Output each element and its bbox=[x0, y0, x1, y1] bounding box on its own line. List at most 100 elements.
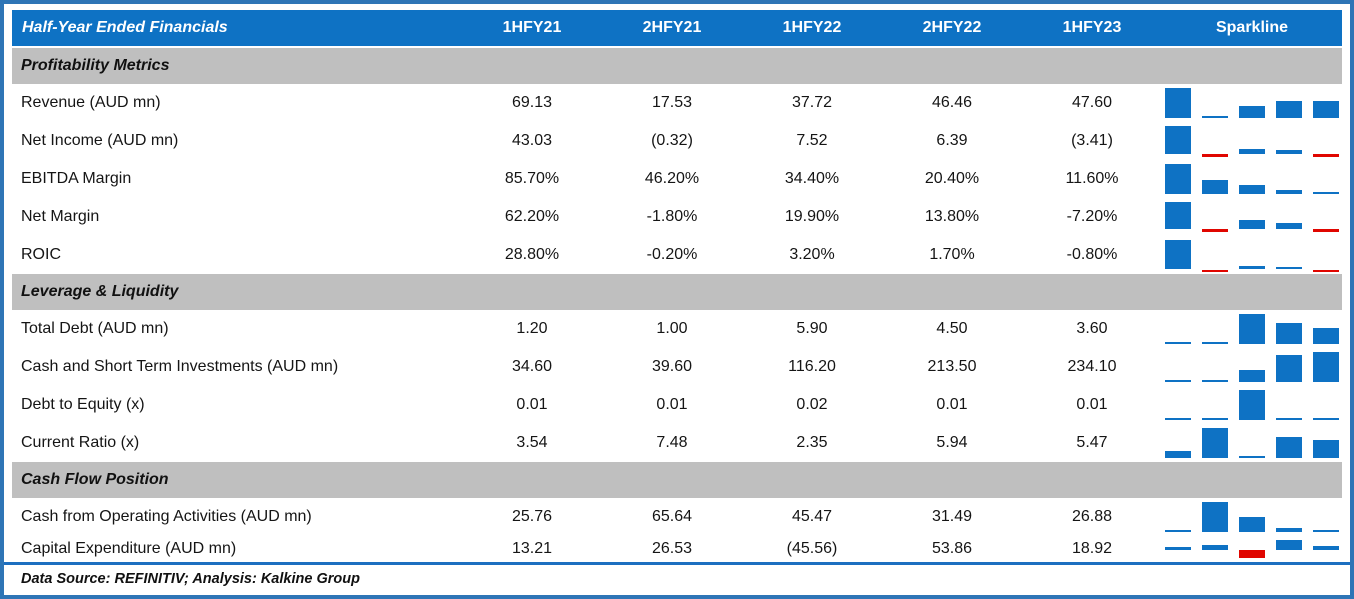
value-cash-and-short-term-investments-aud-mn-1hfy22: 116.20 bbox=[788, 358, 836, 375]
sparkline-chart bbox=[1165, 352, 1339, 382]
sparkline-cell bbox=[1162, 498, 1342, 536]
value-capital-expenditure-aud-mn-1hfy22: (45.56) bbox=[786, 540, 838, 557]
sparkline-bar bbox=[1276, 527, 1302, 532]
row-label: Current Ratio (x) bbox=[21, 434, 140, 451]
sparkline-bar bbox=[1276, 101, 1302, 118]
table-row-cash-from-operating-activities-aud-mn: Cash from Operating Activities (AUD mn) 2… bbox=[12, 498, 1342, 536]
value-roic-1hfy21: 28.80% bbox=[504, 246, 560, 263]
value-current-ratio-x-2hfy22: 5.94 bbox=[936, 434, 968, 451]
row-label: Capital Expenditure (AUD mn) bbox=[21, 540, 237, 557]
sparkline-bar bbox=[1165, 164, 1191, 194]
value-cash-from-operating-activities-aud-mn-1hfy23: 26.88 bbox=[1071, 508, 1113, 525]
value-revenue-aud-mn-2hfy21: 17.53 bbox=[651, 94, 693, 111]
value-capital-expenditure-aud-mn-2hfy21: 26.53 bbox=[651, 540, 693, 557]
sparkline-bar bbox=[1165, 88, 1191, 118]
value-net-margin-2hfy21: -1.80% bbox=[646, 208, 698, 225]
table-row-revenue-aud-mn: Revenue (AUD mn) 69.13 17.53 37.72 46.46 47.6… bbox=[12, 84, 1342, 122]
value-debt-to-equity-x-1hfy23: 0.01 bbox=[1076, 396, 1108, 413]
sparkline-bar bbox=[1276, 266, 1302, 270]
sparkline-bar-negative bbox=[1313, 154, 1339, 157]
value-debt-to-equity-x-2hfy22: 0.01 bbox=[936, 396, 968, 413]
sparkline-bar bbox=[1202, 428, 1228, 458]
sparkline-cell bbox=[1162, 386, 1342, 424]
row-label: Debt to Equity (x) bbox=[21, 396, 145, 413]
section-header-profitability-metrics: Profitability Metrics bbox=[12, 48, 1342, 84]
sparkline-bar bbox=[1313, 191, 1339, 194]
sparkline-chart bbox=[1165, 540, 1339, 559]
row-label: Total Debt (AUD mn) bbox=[21, 320, 169, 337]
value-current-ratio-x-1hfy22: 2.35 bbox=[796, 434, 828, 451]
value-debt-to-equity-x-2hfy21: 0.01 bbox=[656, 396, 688, 413]
row-label: Net Income (AUD mn) bbox=[21, 132, 179, 149]
sparkline-bar bbox=[1276, 355, 1302, 382]
value-current-ratio-x-1hfy23: 5.47 bbox=[1076, 434, 1108, 451]
sparkline-bar bbox=[1165, 451, 1191, 458]
sparkline-bar bbox=[1239, 314, 1265, 344]
table-row-capital-expenditure-aud-mn: Capital Expenditure (AUD mn) 13.21 26.53 (4… bbox=[12, 536, 1342, 562]
sparkline-cell bbox=[1162, 236, 1342, 274]
sparkline-bar bbox=[1276, 322, 1302, 344]
sparkline-cell bbox=[1162, 84, 1342, 122]
column-header-sparkline: Sparkline bbox=[1215, 19, 1289, 36]
value-cash-and-short-term-investments-aud-mn-2hfy21: 39.60 bbox=[651, 358, 693, 375]
sparkline-bar bbox=[1276, 190, 1302, 194]
row-label: Cash from Operating Activities (AUD mn) bbox=[21, 508, 312, 525]
value-net-income-aud-mn-1hfy22: 7.52 bbox=[796, 132, 828, 149]
sparkline-chart bbox=[1165, 164, 1339, 194]
table-header-row: Half-Year Ended Financials 1HFY21 2HFY21 1… bbox=[12, 10, 1342, 46]
value-net-margin-2hfy22: 13.80% bbox=[924, 208, 980, 225]
sparkline-bar bbox=[1165, 529, 1191, 532]
sparkline-bar bbox=[1276, 540, 1302, 550]
value-cash-from-operating-activities-aud-mn-1hfy22: 45.47 bbox=[791, 508, 833, 525]
sparkline-bar bbox=[1239, 390, 1265, 420]
sparkline-bar bbox=[1165, 341, 1191, 344]
section-header-leverage-liquidity: Leverage & Liquidity bbox=[12, 274, 1342, 310]
table-row-net-income-aud-mn: Net Income (AUD mn) 43.03 (0.32) 7.52 6.39 (3… bbox=[12, 122, 1342, 160]
sparkline-bar-negative bbox=[1313, 269, 1339, 273]
column-header-2hfy21: 2HFY21 bbox=[642, 19, 702, 36]
value-roic-2hfy21: -0.20% bbox=[646, 246, 698, 263]
sparkline-chart bbox=[1165, 314, 1339, 344]
sparkline-bar bbox=[1165, 379, 1191, 382]
value-cash-and-short-term-investments-aud-mn-2hfy22: 213.50 bbox=[927, 358, 977, 375]
sparkline-chart bbox=[1165, 126, 1339, 157]
sparkline-cell bbox=[1162, 310, 1342, 348]
section-header-cash-flow-position: Cash Flow Position bbox=[12, 462, 1342, 498]
sparkline-bar bbox=[1239, 148, 1265, 154]
value-revenue-aud-mn-1hfy23: 47.60 bbox=[1071, 94, 1113, 111]
sparkline-bar bbox=[1276, 437, 1302, 458]
value-net-margin-1hfy23: -7.20% bbox=[1066, 208, 1118, 225]
value-debt-to-equity-x-1hfy21: 0.01 bbox=[516, 396, 548, 413]
sparkline-bar bbox=[1202, 379, 1228, 382]
sparkline-cell bbox=[1162, 348, 1342, 386]
value-roic-2hfy22: 1.70% bbox=[929, 246, 975, 263]
row-label: Cash and Short Term Investments (AUD mn) bbox=[21, 358, 339, 375]
sparkline-bar bbox=[1165, 240, 1191, 270]
sparkline-bar bbox=[1239, 184, 1265, 194]
value-cash-and-short-term-investments-aud-mn-1hfy23: 234.10 bbox=[1067, 358, 1117, 375]
sparkline-bar bbox=[1239, 455, 1265, 458]
table-row-current-ratio-x: Current Ratio (x) 3.54 7.48 2.35 5.94 5.47 bbox=[12, 424, 1342, 462]
sparkline-bar bbox=[1313, 439, 1339, 458]
sparkline-bar bbox=[1276, 417, 1302, 420]
sparkline-bar bbox=[1313, 100, 1339, 118]
sparkline-bar-negative bbox=[1313, 229, 1339, 233]
value-net-margin-1hfy22: 19.90% bbox=[784, 208, 840, 225]
value-cash-from-operating-activities-aud-mn-2hfy22: 31.49 bbox=[931, 508, 973, 525]
row-label: Revenue (AUD mn) bbox=[21, 94, 161, 111]
row-label: EBITDA Margin bbox=[21, 170, 132, 187]
sparkline-chart bbox=[1165, 502, 1339, 532]
value-cash-from-operating-activities-aud-mn-2hfy21: 65.64 bbox=[651, 508, 693, 525]
value-current-ratio-x-2hfy21: 7.48 bbox=[656, 434, 688, 451]
sparkline-bar bbox=[1202, 544, 1228, 550]
value-net-income-aud-mn-2hfy21: (0.32) bbox=[651, 132, 693, 149]
sparkline-bar bbox=[1165, 202, 1191, 229]
sparkline-bar-negative bbox=[1202, 154, 1228, 157]
sparkline-chart bbox=[1165, 390, 1339, 420]
column-header-1hfy21: 1HFY21 bbox=[502, 19, 562, 36]
sparkline-bar bbox=[1202, 417, 1228, 420]
sparkline-bar bbox=[1165, 126, 1191, 154]
sparkline-bar bbox=[1239, 517, 1265, 532]
value-capital-expenditure-aud-mn-1hfy21: 13.21 bbox=[511, 540, 553, 557]
